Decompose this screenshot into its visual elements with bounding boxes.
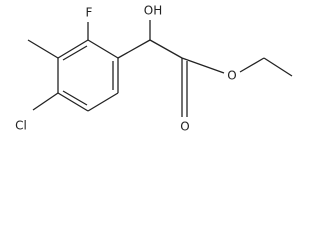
bond [263, 57, 293, 77]
bond [149, 39, 183, 59]
bond-inner [62, 45, 88, 61]
page: F OH O O Cl (() => { const data = JSON.p… [15, 3, 293, 134]
bond [57, 92, 89, 112]
bond [87, 39, 119, 59]
bonds [27, 20, 293, 117]
bond [181, 57, 225, 74]
bond [87, 92, 119, 112]
atom-label: O [227, 69, 236, 83]
bond-inner [62, 90, 88, 106]
bond [27, 39, 59, 59]
structure: F OH O O Cl [15, 4, 293, 134]
atom-label: Cl [15, 119, 27, 133]
bond [57, 39, 89, 59]
bond [32, 92, 59, 111]
bond [117, 39, 151, 59]
bond [239, 57, 265, 73]
atom-label: OH [144, 4, 162, 18]
atom-label: F [86, 6, 93, 20]
atom-label: O [180, 120, 189, 134]
